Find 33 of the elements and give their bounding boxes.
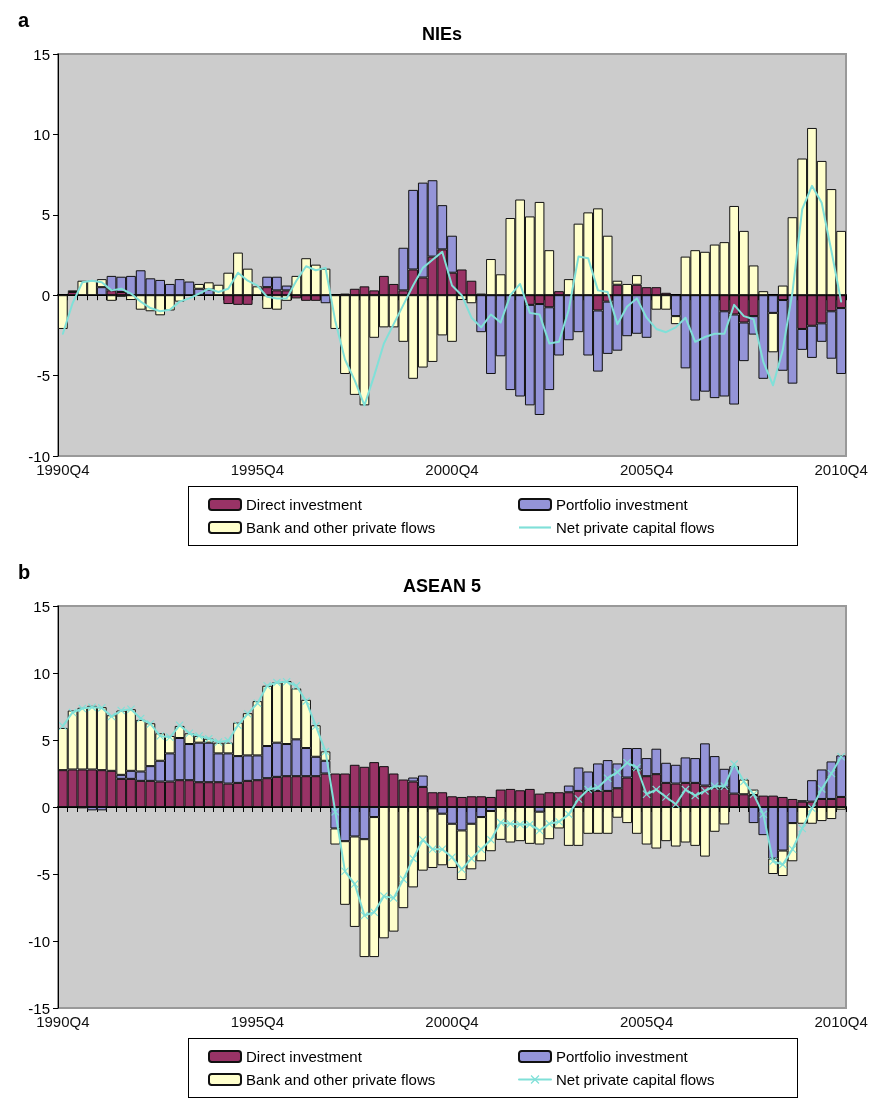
y-tick-label: -10 [28,932,50,950]
y-tick-label: 0 [41,798,50,816]
x-tick-label: 1995Q4 [230,461,285,478]
text: b [18,561,31,583]
y-tick-label: 5 [41,206,50,224]
x-tick-label: 2000Q4 [425,461,479,478]
chart-title: ASEAN 5 [402,576,482,596]
legend-label: Bank and other private flows [246,519,436,536]
x-tick-label: 2005Q4 [619,1013,674,1030]
y-tick-label: 10 [33,125,50,143]
y-tick-label: 15 [33,597,50,615]
y-tick-label: 10 [33,664,50,682]
y-tick-label: 15 [33,45,50,63]
text: a [18,9,30,31]
legend-label: Direct investment [246,496,363,513]
legend-label: Portfolio investment [556,496,689,513]
y-tick-label: 0 [41,286,50,304]
chart-title: NIEs [421,24,463,44]
x-tick-label: 2005Q4 [619,461,674,478]
line-series [61,184,843,407]
x-tick-label: 2010Q4 [814,461,868,478]
legend-label: Direct investment [246,1048,363,1065]
y-tick-label: -5 [36,367,50,385]
legend-label: Net private capital flows [556,1071,715,1088]
bar [58,295,68,329]
legend-label: Portfolio investment [556,1048,689,1065]
legend-label: Bank and other private flows [246,1071,436,1088]
y-tick-label: -5 [36,865,50,883]
x-tick-label: 2000Q4 [425,1013,479,1030]
x-tick-label: 1995Q4 [230,1013,285,1030]
y-tick-label: 5 [41,731,50,749]
legend-label: Net private capital flows [556,519,715,536]
x-tick-label: 2010Q4 [814,1013,868,1030]
